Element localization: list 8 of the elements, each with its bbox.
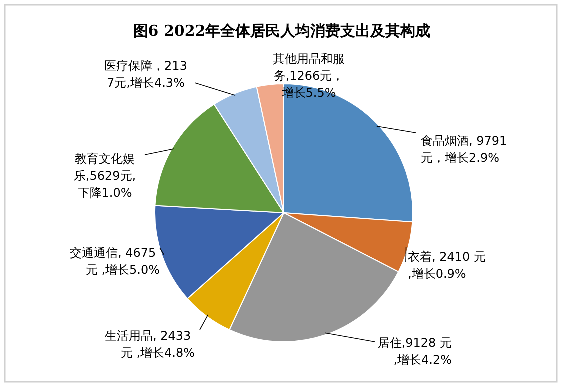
slice-label: 食品烟酒, 9791 元，增长2.9% xyxy=(421,134,511,165)
slice-label: 居住,9128 元,增长4.2% xyxy=(378,336,452,367)
chart-title: 图6 2022年全体居民人均消费支出及其构成 xyxy=(133,22,431,40)
slice-label: 衣着, 2410 元 ,增长0.9% xyxy=(408,250,490,281)
slice-label: 医疗保障，2137元,增长4.3% xyxy=(104,59,188,90)
slice-label: 交通通信, 4675 元 ,增长5.0% xyxy=(70,246,160,277)
slice-label: 生活用品, 2433 元 ,增长4.8% xyxy=(105,329,195,360)
slice-label: 教育文化娱乐,5629元,下降1.0% xyxy=(74,152,136,200)
